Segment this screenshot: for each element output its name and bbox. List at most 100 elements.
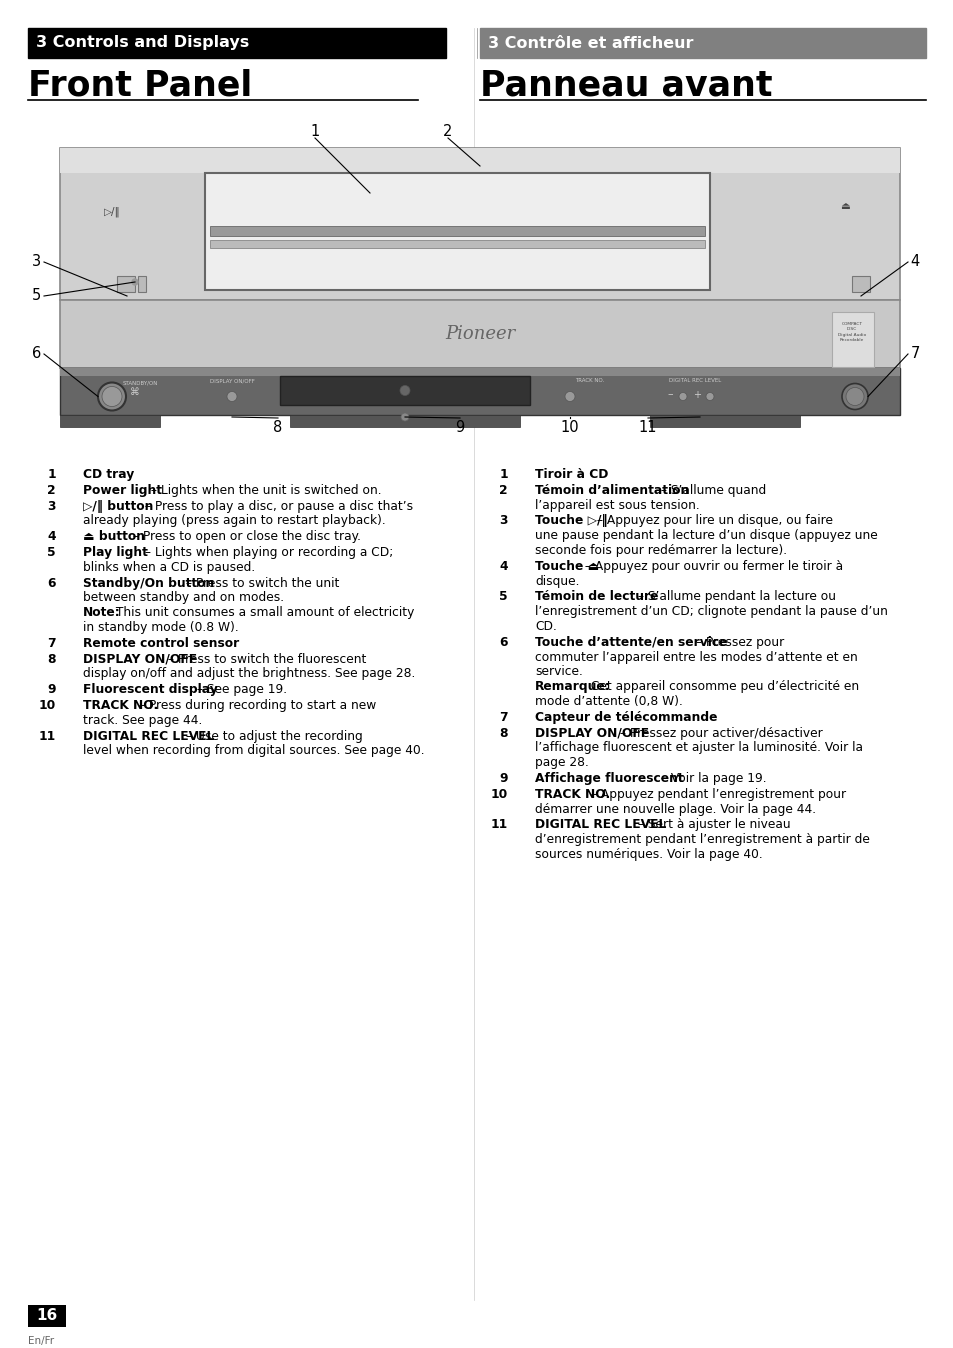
Text: l’affichage fluorescent et ajuster la luminosité. Voir la: l’affichage fluorescent et ajuster la lu… [535,741,862,755]
Text: En/Fr: En/Fr [28,1336,54,1347]
Text: – S’allume quand: – S’allume quand [656,484,765,497]
Text: – Press during recording to start a new: – Press during recording to start a new [135,700,376,712]
Text: 1: 1 [498,468,507,481]
Text: ▷/‖: ▷/‖ [104,206,120,217]
Text: display on/off and adjust the brightness. See page 28.: display on/off and adjust the brightness… [83,667,415,681]
Text: Tiroir à CD: Tiroir à CD [535,468,608,481]
Text: 10: 10 [39,700,56,712]
Text: DISPLAY ON/OFF: DISPLAY ON/OFF [210,379,254,383]
Text: 5: 5 [48,546,56,559]
Text: l’enregistrement d’un CD; clignote pendant la pause d’un: l’enregistrement d’un CD; clignote penda… [535,605,887,619]
Text: 5: 5 [498,590,507,604]
Text: Témoin d’alimentation: Témoin d’alimentation [535,484,688,497]
Text: seconde fois pour redémarrer la lecture).: seconde fois pour redémarrer la lecture)… [535,545,786,557]
Text: 7: 7 [48,636,56,650]
Text: 11: 11 [639,421,657,435]
Text: 3: 3 [32,255,41,270]
Text: – Appuyez pour ouvrir ou fermer le tiroir à: – Appuyez pour ouvrir ou fermer le tiroi… [580,559,842,573]
Text: Touche d’attente/en service: Touche d’attente/en service [535,636,727,648]
Text: Affichage fluorescent: Affichage fluorescent [535,772,683,785]
Text: DIGITAL REC LEVEL: DIGITAL REC LEVEL [535,818,666,832]
Text: l’appareil est sous tension.: l’appareil est sous tension. [535,499,699,512]
Text: Pioneer: Pioneer [444,325,515,342]
Text: Power light: Power light [83,484,162,497]
Text: 3 Controls and Displays: 3 Controls and Displays [36,35,249,50]
Bar [210,240,704,248]
Text: 9: 9 [48,683,56,696]
Text: DISPLAY ON/OFF: DISPLAY ON/OFF [535,727,648,740]
Text: in standby mode (0.8 W).: in standby mode (0.8 W). [83,621,238,634]
Text: – Press to open or close the disc tray.: – Press to open or close the disc tray. [130,530,361,543]
Text: 3 Contrôle et afficheur: 3 Contrôle et afficheur [488,35,693,50]
Text: DISPLAY ON/OFF: DISPLAY ON/OFF [83,652,197,666]
Text: 2: 2 [498,484,507,497]
Text: – Sert à ajuster le niveau: – Sert à ajuster le niveau [633,818,789,832]
Text: Touche ⏏: Touche ⏏ [535,559,598,573]
Text: 8: 8 [274,421,282,435]
Text: 6: 6 [499,636,507,648]
Text: Remarque:: Remarque: [535,681,610,693]
Text: +: + [692,390,700,399]
Bar [649,415,800,427]
Text: Standby/On button: Standby/On button [83,577,214,589]
Text: – Use to adjust the recording: – Use to adjust the recording [181,729,362,743]
Text: 6: 6 [48,577,56,589]
Circle shape [98,383,126,411]
Bar [60,368,899,415]
Text: track. See page 44.: track. See page 44. [83,714,202,727]
Text: STANDBY/ON: STANDBY/ON [122,380,157,386]
Text: 3: 3 [499,515,507,527]
Text: 2: 2 [48,484,56,497]
Text: – See page 19.: – See page 19. [193,683,287,696]
Text: – Pressez pour activer/désactiver: – Pressez pour activer/désactiver [616,727,822,740]
Text: 2: 2 [443,124,453,139]
Text: 5: 5 [32,288,41,303]
Bar [280,376,530,404]
Text: – Voir la page 19.: – Voir la page 19. [656,772,765,785]
Bar [60,415,160,427]
Text: 1: 1 [48,468,56,481]
Text: 4: 4 [499,559,507,573]
Text: 9: 9 [499,772,507,785]
Circle shape [400,412,409,421]
Text: –: – [666,390,672,399]
Text: 8: 8 [499,727,507,740]
Bar [28,1305,66,1326]
Text: – Press to play a disc, or pause a disc that’s: – Press to play a disc, or pause a disc … [141,500,413,512]
Text: between standby and on modes.: between standby and on modes. [83,592,284,604]
Text: 4: 4 [910,255,919,270]
Text: Note:: Note: [83,607,121,619]
Circle shape [132,279,138,284]
Text: TRACK NO.: TRACK NO. [535,787,610,801]
Text: – Appuyez pendant l’enregistrement pour: – Appuyez pendant l’enregistrement pour [587,787,845,801]
Text: 11: 11 [490,818,507,832]
Circle shape [679,392,686,400]
Text: Panneau avant: Panneau avant [479,67,772,102]
Text: 3: 3 [48,500,56,512]
Bar [851,276,869,293]
Text: Remote control sensor: Remote control sensor [83,636,239,650]
Bar [138,276,146,293]
Text: This unit consumes a small amount of electricity: This unit consumes a small amount of ele… [112,607,414,619]
Bar [60,148,899,301]
Text: 4: 4 [48,530,56,543]
Bar [210,225,704,236]
Text: Front Panel: Front Panel [28,67,252,102]
Text: d’enregistrement pendant l’enregistrement à partir de: d’enregistrement pendant l’enregistremen… [535,833,869,847]
Text: ⏏ button: ⏏ button [83,530,145,543]
Text: page 28.: page 28. [535,756,588,770]
Text: TRACK NO.: TRACK NO. [83,700,158,712]
Text: 6: 6 [32,346,41,361]
Text: sources numériques. Voir la page 40.: sources numériques. Voir la page 40. [535,848,762,861]
Text: ⌘: ⌘ [130,387,140,398]
Text: Play light: Play light [83,546,148,559]
Text: une pause pendant la lecture d’un disque (appuyez une: une pause pendant la lecture d’un disque… [535,530,877,542]
Text: disque.: disque. [535,574,578,588]
Text: Cet appareil consomme peu d’électricité en: Cet appareil consomme peu d’électricité … [587,681,859,693]
Bar [117,276,135,293]
Text: 9: 9 [455,421,464,435]
Bar [290,415,519,427]
Text: COMPACT
DISC
Digital Audio
Recordable: COMPACT DISC Digital Audio Recordable [837,322,865,342]
Bar [831,311,873,367]
Bar [60,148,899,173]
